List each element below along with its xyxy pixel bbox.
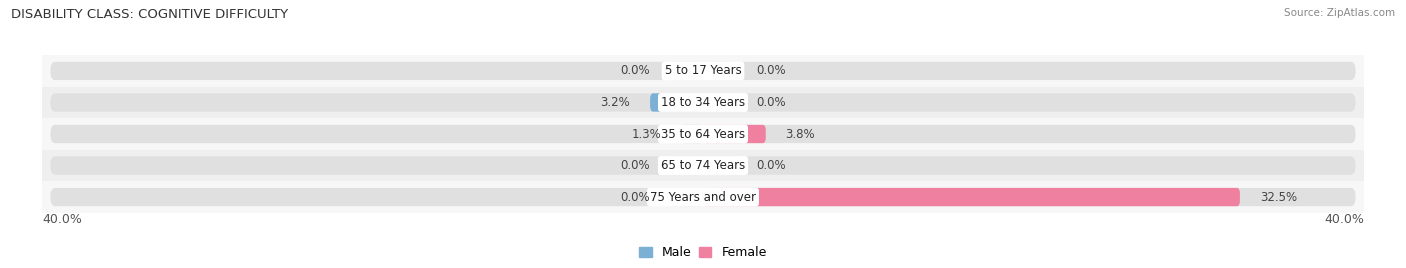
- Text: 35 to 64 Years: 35 to 64 Years: [661, 128, 745, 140]
- Text: 18 to 34 Years: 18 to 34 Years: [661, 96, 745, 109]
- Text: 75 Years and over: 75 Years and over: [650, 191, 756, 204]
- FancyBboxPatch shape: [669, 62, 703, 80]
- FancyBboxPatch shape: [51, 157, 1355, 175]
- Text: 0.0%: 0.0%: [620, 159, 650, 172]
- Text: 65 to 74 Years: 65 to 74 Years: [661, 159, 745, 172]
- Text: 3.2%: 3.2%: [600, 96, 630, 109]
- Text: 0.0%: 0.0%: [756, 159, 786, 172]
- FancyBboxPatch shape: [703, 93, 737, 111]
- FancyBboxPatch shape: [669, 188, 703, 206]
- Text: Source: ZipAtlas.com: Source: ZipAtlas.com: [1284, 8, 1395, 18]
- Bar: [42, 118, 1364, 150]
- Text: 5 to 17 Years: 5 to 17 Years: [665, 64, 741, 77]
- FancyBboxPatch shape: [703, 188, 1240, 206]
- Text: 1.3%: 1.3%: [631, 128, 662, 140]
- Text: 32.5%: 32.5%: [1260, 191, 1296, 204]
- FancyBboxPatch shape: [51, 93, 1355, 111]
- Text: 0.0%: 0.0%: [620, 191, 650, 204]
- Legend: Male, Female: Male, Female: [634, 241, 772, 265]
- FancyBboxPatch shape: [51, 125, 1355, 143]
- Text: 0.0%: 0.0%: [620, 64, 650, 77]
- Text: 0.0%: 0.0%: [756, 96, 786, 109]
- Text: 40.0%: 40.0%: [1324, 213, 1364, 226]
- FancyBboxPatch shape: [650, 93, 703, 111]
- FancyBboxPatch shape: [51, 188, 1355, 206]
- FancyBboxPatch shape: [51, 62, 1355, 80]
- FancyBboxPatch shape: [703, 125, 766, 143]
- Text: 40.0%: 40.0%: [42, 213, 82, 226]
- Bar: [42, 181, 1364, 213]
- Text: DISABILITY CLASS: COGNITIVE DIFFICULTY: DISABILITY CLASS: COGNITIVE DIFFICULTY: [11, 8, 288, 21]
- Text: 3.8%: 3.8%: [786, 128, 815, 140]
- FancyBboxPatch shape: [703, 62, 737, 80]
- FancyBboxPatch shape: [669, 157, 703, 175]
- Bar: [42, 55, 1364, 87]
- FancyBboxPatch shape: [703, 157, 737, 175]
- Bar: [42, 150, 1364, 181]
- FancyBboxPatch shape: [682, 125, 703, 143]
- Text: 0.0%: 0.0%: [756, 64, 786, 77]
- Bar: [42, 87, 1364, 118]
